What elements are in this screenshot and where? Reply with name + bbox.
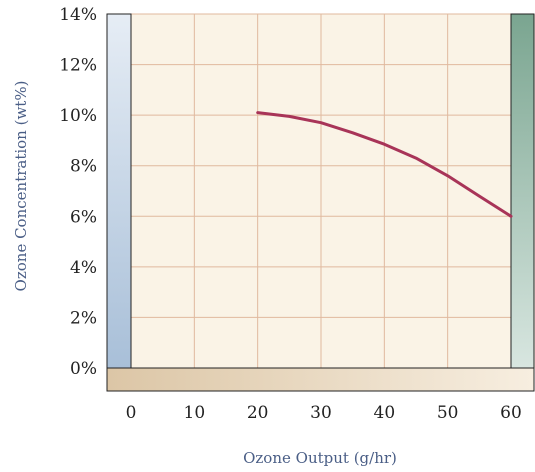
x-tick-label: 40 [374,403,396,423]
x-axis-title: Ozone Output (g/hr) [243,449,397,467]
right-gradient-band [510,13,535,369]
bottom-gradient-band [106,367,535,392]
x-tick-label: 50 [437,403,459,423]
y-tick-label: 14% [59,5,97,25]
y-tick-label: 4% [70,258,97,278]
y-tick-label: 2% [70,308,97,328]
series-line [256,111,513,218]
y-tick-label: 12% [59,56,97,76]
y-tick-label: 8% [70,157,97,177]
y-axis-title: Ozone Concentration (wt%) [12,81,30,292]
y-tick-label: 6% [70,207,97,227]
x-tick-label: 0 [126,403,137,423]
x-tick-label: 20 [247,403,269,423]
x-tick-label: 10 [184,403,206,423]
y-tick-label: 0% [70,359,97,379]
x-tick-label: 60 [500,403,522,423]
x-tick-label: 30 [310,403,332,423]
y-tick-label: 10% [59,106,97,126]
left-gradient-band [106,13,132,369]
